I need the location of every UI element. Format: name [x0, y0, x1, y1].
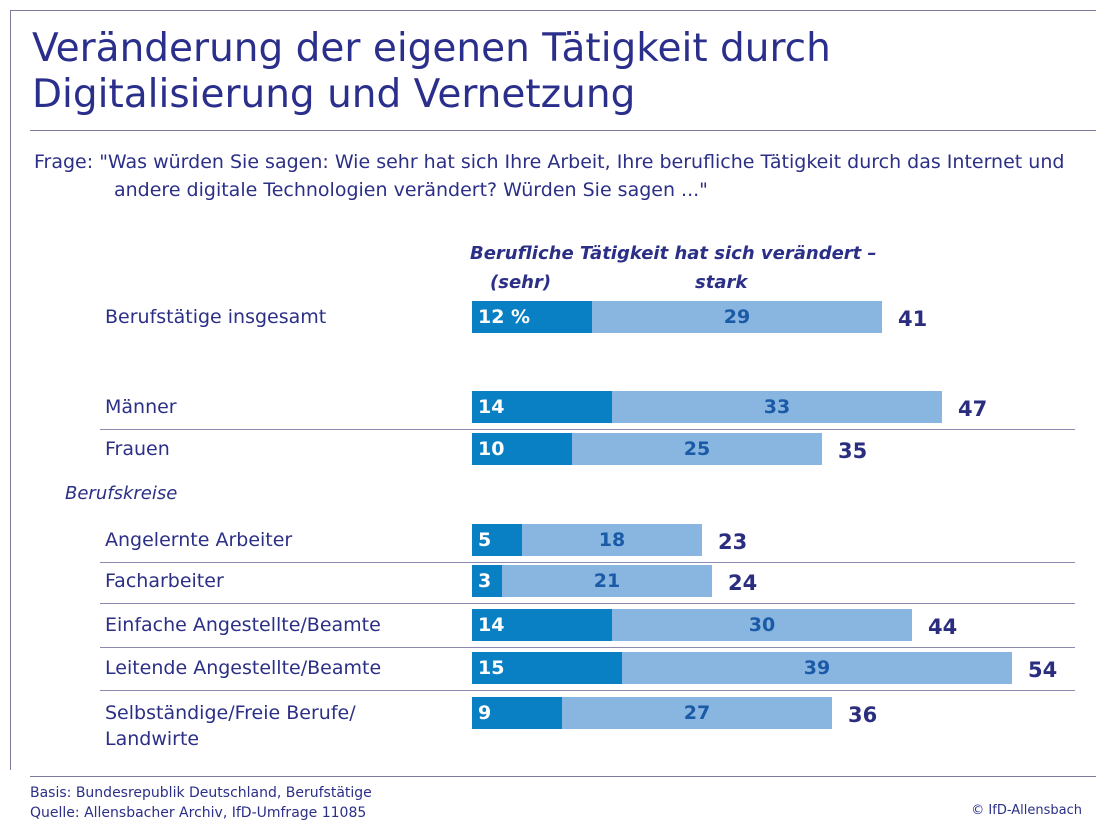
data-label: 29 [723, 306, 751, 328]
frame-left [10, 10, 11, 770]
legend-entry: (sehr) [490, 272, 552, 293]
data-label: 30 [748, 614, 776, 636]
bar-segment [502, 565, 712, 597]
bar-segment [612, 391, 942, 423]
question: Frage: "Was würden Sie sagen: Wie sehr h… [34, 151, 1065, 201]
data-label: 33 [763, 396, 791, 418]
bar-segment [472, 697, 562, 729]
bar-segment [562, 697, 832, 729]
category-label: Männer [105, 396, 177, 418]
group-label: Berufskreise [65, 483, 178, 504]
row-separator [100, 429, 1075, 430]
total-label: 35 [838, 439, 868, 463]
data-label: 3 [478, 570, 492, 592]
total-label: 41 [898, 307, 928, 331]
total-label: 54 [1028, 658, 1058, 682]
total-label: 23 [718, 530, 748, 554]
bar-segment [592, 301, 882, 333]
bar-segment [572, 433, 822, 465]
bar-segment [472, 609, 612, 641]
total-label: 36 [848, 703, 878, 727]
row-separator [100, 562, 1075, 563]
data-label: 5 [478, 529, 492, 551]
bar-segment [612, 609, 912, 641]
data-label: 39 [803, 657, 831, 679]
footer-source: Quelle: Allensbacher Archiv, IfD-Umfrage… [30, 805, 367, 821]
category-label: Frauen [105, 438, 170, 460]
legend-entry: stark [695, 272, 748, 293]
bar-segment [472, 652, 622, 684]
category-label: Leitende Angestellte/Beamte [105, 657, 382, 679]
category-label: Berufstätige insgesamt [105, 306, 327, 328]
data-label: 9 [478, 702, 492, 724]
footer-rule [30, 776, 1096, 777]
bar-segment [472, 433, 572, 465]
legend-title: Berufliche Tätigkeit hat sich verändert … [470, 243, 877, 264]
row-separator [100, 647, 1075, 648]
total-label: 24 [728, 571, 758, 595]
chart-title: Veränderung der eigenen Tätigkeit durch … [32, 26, 831, 117]
bar-segment [472, 565, 502, 597]
bar-segment [522, 524, 702, 556]
data-label: 18 [598, 529, 626, 551]
data-label: 12 % [478, 306, 531, 328]
footer-copyright: © IfD-Allensbach [971, 803, 1082, 818]
bar-segment [472, 301, 592, 333]
category-label: Angelernte Arbeiter [105, 529, 293, 551]
bar-segment [622, 652, 1012, 684]
bar-segment [472, 391, 612, 423]
data-label: 15 [478, 657, 505, 679]
data-label: 10 [478, 438, 505, 460]
category-label: Selbständige/Freie Berufe/ Landwirte [105, 702, 356, 750]
category-label: Facharbeiter [105, 570, 224, 592]
category-label: Einfache Angestellte/Beamte [105, 614, 381, 636]
bar-segment [472, 524, 522, 556]
total-label: 44 [928, 615, 958, 639]
data-label: 21 [593, 570, 621, 592]
row-separator [100, 603, 1075, 604]
data-label: 27 [683, 702, 711, 724]
frame-top [10, 10, 1096, 11]
data-label: 14 [478, 396, 505, 418]
title-rule [30, 130, 1096, 131]
data-label: 14 [478, 614, 505, 636]
total-label: 47 [958, 397, 988, 421]
footer-basis: Basis: Bundesrepublik Deutschland, Beruf… [30, 785, 372, 801]
data-label: 25 [683, 438, 711, 460]
row-separator [100, 690, 1075, 691]
